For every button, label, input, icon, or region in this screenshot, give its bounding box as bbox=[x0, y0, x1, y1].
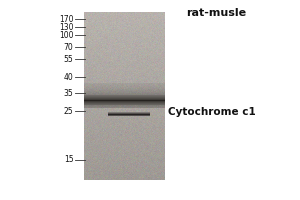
Text: Cytochrome c1: Cytochrome c1 bbox=[168, 107, 256, 117]
Text: 100: 100 bbox=[59, 30, 74, 40]
Text: 55: 55 bbox=[64, 54, 74, 64]
Text: rat-musle: rat-musle bbox=[186, 8, 246, 18]
Text: 25: 25 bbox=[64, 107, 74, 116]
Text: 15: 15 bbox=[64, 156, 74, 164]
Text: 35: 35 bbox=[64, 88, 74, 98]
Text: 40: 40 bbox=[64, 72, 74, 82]
Text: 130: 130 bbox=[59, 22, 74, 31]
Text: 170: 170 bbox=[59, 15, 74, 23]
Text: 70: 70 bbox=[64, 43, 74, 51]
